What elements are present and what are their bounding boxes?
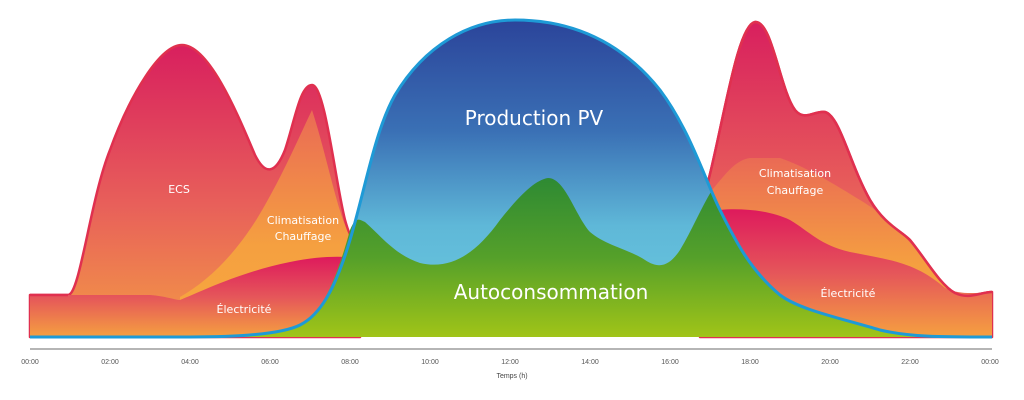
x-tick: 16:00: [661, 359, 679, 366]
production-pv-outline: [30, 18, 993, 339]
x-tick: 18:00: [741, 359, 759, 366]
x-axis-ticks: 00:00 02:00 04:00 06:00 08:00 10:00 12:0…: [21, 359, 999, 366]
x-tick: 12:00: [501, 359, 519, 366]
x-tick: 10:00: [421, 359, 439, 366]
clim-label-left-line1: Climatisation: [267, 214, 339, 227]
x-tick: 20:00: [821, 359, 839, 366]
autoconsommation-label: Autoconsommation: [454, 280, 649, 304]
production-pv-label: Production PV: [465, 106, 604, 130]
x-tick: 02:00: [101, 359, 119, 366]
electricite-area-left: [30, 256, 360, 337]
x-tick: 00:00: [981, 359, 999, 366]
x-tick: 00:00: [21, 359, 39, 366]
clim-label-right-line2: Chauffage: [767, 184, 824, 197]
x-tick: 06:00: [261, 359, 279, 366]
autoconsommation-area: [190, 178, 992, 337]
x-tick: 04:00: [181, 359, 199, 366]
x-tick: 22:00: [901, 359, 919, 366]
clim-label-right-line1: Climatisation: [759, 167, 831, 180]
right-top-stroke: [698, 20, 993, 298]
left-consumption-group: [28, 43, 362, 339]
electricite-label-right: Électricité: [821, 287, 876, 300]
electricite-label-left: Électricité: [217, 303, 272, 316]
x-tick: 14:00: [581, 359, 599, 366]
ecs-label: ECS: [168, 183, 190, 196]
clim-label-left-line2: Chauffage: [275, 230, 332, 243]
x-axis-label: Temps (h): [496, 373, 527, 380]
x-tick: 08:00: [341, 359, 359, 366]
